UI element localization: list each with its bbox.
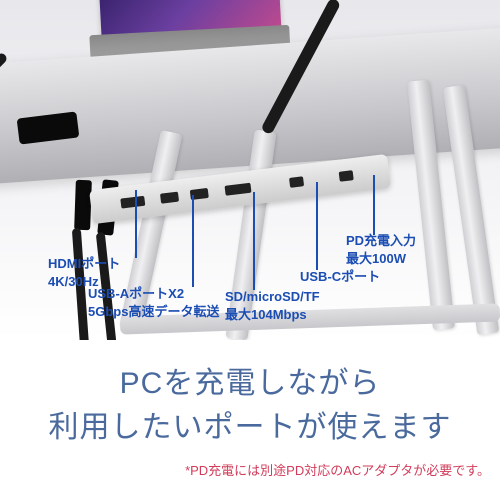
leader-line [135, 190, 137, 258]
headline: PCを充電しながら 利用したいポートが使えます [0, 362, 500, 449]
hdmi-port [120, 196, 145, 209]
leader-line [373, 175, 375, 235]
product-photo-area: HDMIポート 4K/30Hz USB-AポートX2 5Gbps高速データ転送 … [0, 0, 500, 340]
pd-port [339, 170, 354, 182]
label-text: HDMIポート [48, 256, 120, 271]
headline-line: 利用したいポートが使えます [49, 411, 452, 444]
label-usbc: USB-Cポート [300, 268, 380, 286]
label-text: 5Gbps高速データ転送 [88, 304, 219, 319]
usb-a-port [160, 192, 179, 204]
leader-line [316, 182, 318, 270]
label-pd: PD充電入力 最大100W [346, 232, 416, 267]
label-usba: USB-AポートX2 5Gbps高速データ転送 [88, 285, 219, 320]
label-sd: SD/microSD/TF 最大104Mbps [225, 288, 320, 323]
label-text: USB-AポートX2 [88, 286, 184, 301]
headline-line: PCを充電しながら [120, 367, 381, 400]
leader-line [192, 195, 194, 287]
sd-slot [225, 183, 252, 196]
usb-c-port [289, 176, 304, 188]
label-text: 最大100W [346, 251, 406, 266]
label-text: SD/microSD/TF [225, 289, 320, 304]
label-text: PD充電入力 [346, 233, 416, 248]
footnote: *PD充電には別途PD対応のACアダプタが必要です。 [0, 460, 490, 479]
label-text: 最大104Mbps [225, 307, 307, 322]
usb-plug [74, 180, 92, 231]
label-text: USB-Cポート [300, 269, 380, 284]
leader-line [253, 192, 255, 290]
